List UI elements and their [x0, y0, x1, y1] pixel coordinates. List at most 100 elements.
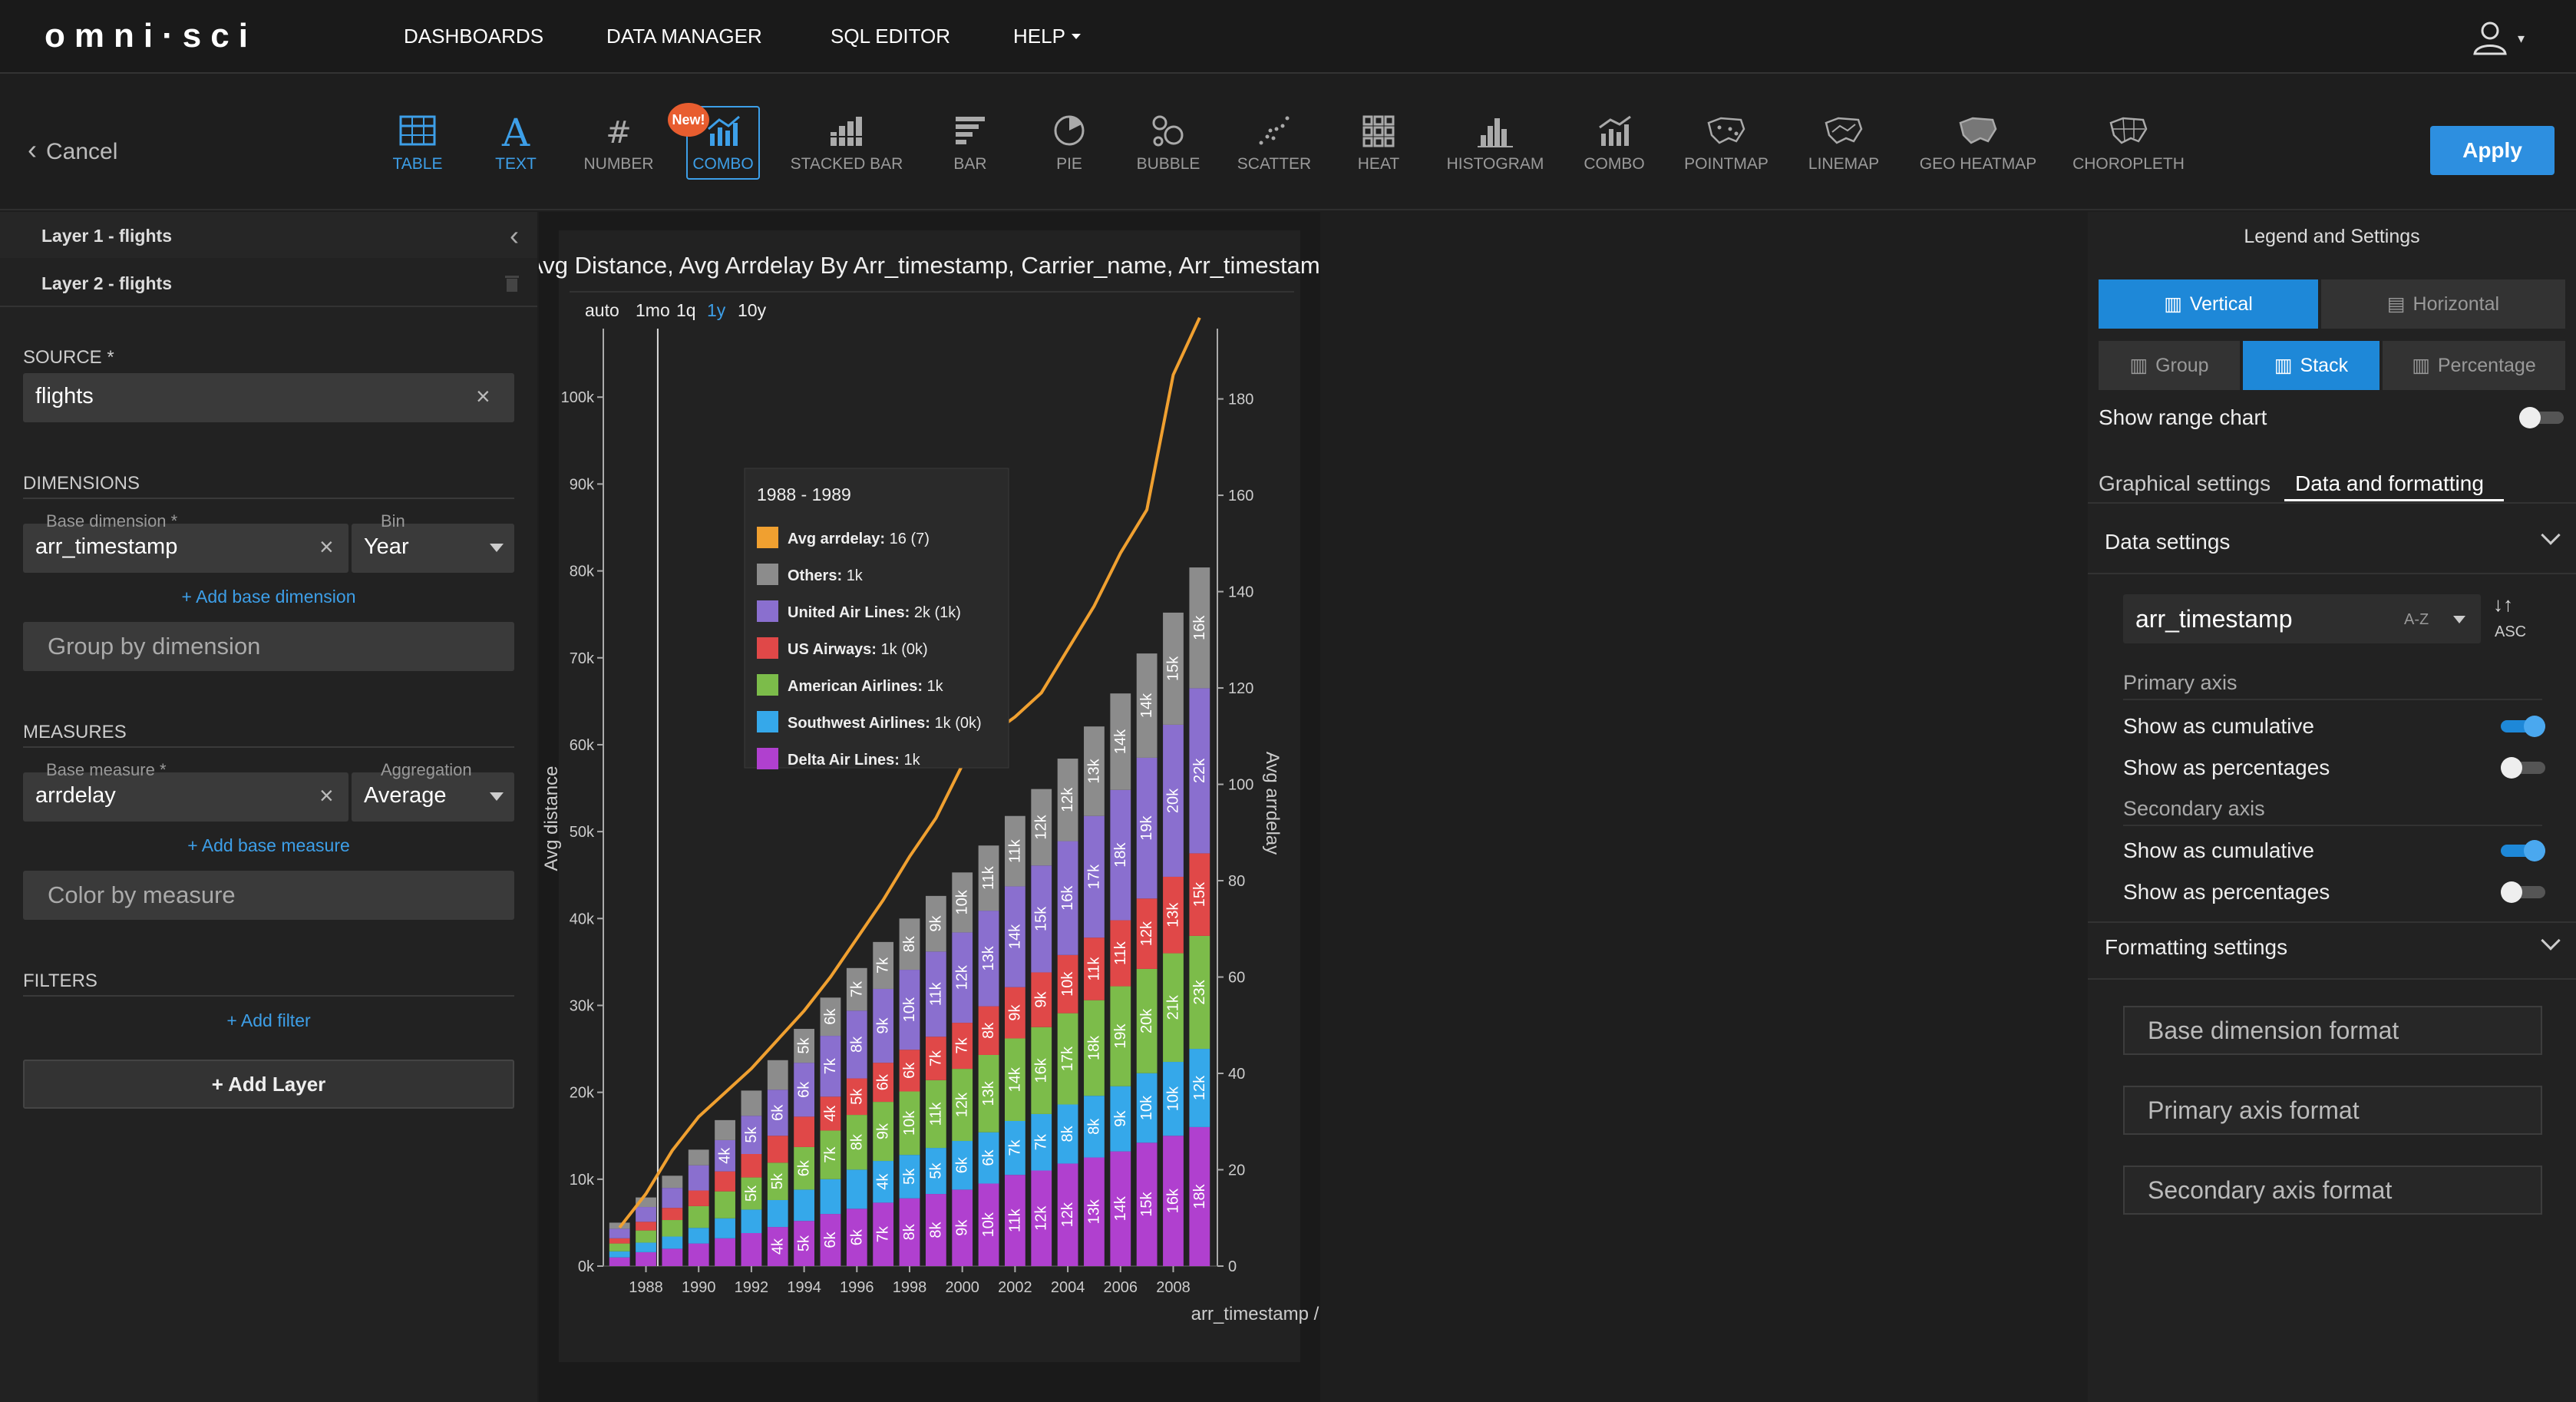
bar-segment[interactable] — [899, 1198, 920, 1266]
bar-segment[interactable] — [715, 1191, 735, 1218]
bar-segment[interactable] — [767, 1136, 788, 1163]
add-filter-link[interactable]: + Add filter — [226, 1010, 311, 1030]
bar-segment[interactable] — [1136, 968, 1158, 1073]
chart-type-table[interactable]: TABLE — [360, 107, 475, 184]
chart-type-linemap[interactable]: LINEMAP — [1786, 107, 1901, 184]
bar-segment[interactable] — [1110, 789, 1131, 921]
bar-segment[interactable] — [952, 1069, 973, 1142]
bar-segment[interactable] — [767, 1162, 788, 1200]
apply-button[interactable]: Apply — [2430, 126, 2555, 175]
bar-segment[interactable] — [1084, 1000, 1105, 1096]
bar-segment[interactable] — [1004, 987, 1025, 1039]
clear-dimension-icon[interactable]: × — [319, 533, 334, 560]
collapse-panel-icon[interactable]: ‹ — [510, 220, 519, 251]
bar-segment[interactable] — [1031, 1027, 1052, 1114]
bar-segment[interactable] — [662, 1220, 683, 1237]
bar-segment[interactable] — [925, 1037, 946, 1080]
percentage-mode-button[interactable]: ▥ Percentage — [2383, 341, 2565, 390]
clear-measure-icon[interactable]: × — [319, 782, 334, 809]
bar-segment[interactable] — [820, 1130, 841, 1179]
bar-segment[interactable] — [873, 988, 894, 1063]
nav-help[interactable]: HELP — [1013, 25, 1065, 48]
bar-segment[interactable] — [688, 1228, 709, 1244]
time-bin-1mo[interactable]: 1mo — [636, 300, 670, 320]
bar-segment[interactable] — [636, 1242, 656, 1252]
bar-segment[interactable] — [741, 1209, 762, 1233]
bar-segment[interactable] — [715, 1171, 735, 1192]
bar-segment[interactable] — [873, 1161, 894, 1203]
bar-segment[interactable] — [1084, 1157, 1105, 1266]
bar-segment[interactable] — [899, 1155, 920, 1199]
bar-segment[interactable] — [1136, 898, 1158, 969]
bar-segment[interactable] — [1110, 986, 1131, 1086]
bar-segment[interactable] — [767, 1060, 788, 1090]
time-bin-1y[interactable]: 1y — [707, 300, 726, 320]
bar-segment[interactable] — [662, 1236, 683, 1249]
data-settings-header[interactable]: Data settings — [2105, 530, 2231, 554]
bar-segment[interactable] — [978, 1132, 999, 1184]
bar-segment[interactable] — [688, 1243, 709, 1266]
base-measure-field[interactable]: Base measure * arrdelay × — [23, 760, 348, 822]
trash-icon[interactable] — [504, 273, 520, 293]
bar-segment[interactable] — [1031, 1113, 1052, 1171]
bar-segment[interactable] — [899, 1050, 920, 1092]
show-range-chart-toggle[interactable] — [2519, 407, 2564, 428]
bar-segment[interactable] — [636, 1252, 656, 1266]
bar-segment[interactable] — [925, 1194, 946, 1266]
bar-segment[interactable] — [609, 1251, 630, 1258]
bar-segment[interactable] — [820, 1179, 841, 1215]
bar-segment[interactable] — [1031, 1170, 1052, 1266]
bar-segment[interactable] — [846, 1169, 867, 1209]
bar-segment[interactable] — [1110, 1151, 1131, 1266]
bar-segment[interactable] — [1031, 865, 1052, 973]
group-mode-button[interactable]: ▥ Group — [2099, 341, 2240, 390]
bar-segment[interactable] — [1057, 841, 1078, 955]
bar-segment[interactable] — [1136, 1142, 1158, 1266]
bar-segment[interactable] — [715, 1218, 735, 1238]
bar-segment[interactable] — [820, 1214, 841, 1266]
bar-segment[interactable] — [767, 1090, 788, 1136]
bar-segment[interactable] — [1136, 653, 1158, 758]
secondary-axis-format-button[interactable]: Secondary axis format — [2123, 1166, 2542, 1215]
bar-segment[interactable] — [1031, 972, 1052, 1027]
chart-type-histogram[interactable]: HISTOGRAM — [1438, 107, 1553, 184]
bar-segment[interactable] — [978, 1183, 999, 1266]
bar-segment[interactable] — [978, 1054, 999, 1133]
bar-segment[interactable] — [794, 1063, 815, 1117]
bar-segment[interactable] — [1189, 567, 1210, 689]
chart-type-bar[interactable]: BAR — [913, 107, 1028, 184]
bar-segment[interactable] — [899, 918, 920, 970]
add-base-dimension-link[interactable]: + Add base dimension — [181, 587, 356, 607]
bar-segment[interactable] — [767, 1199, 788, 1228]
formatting-settings-header[interactable]: Formatting settings — [2105, 935, 2288, 959]
avg-arrdelay-line[interactable] — [618, 316, 1201, 1229]
secondary-percentages-toggle[interactable] — [2501, 881, 2545, 903]
stack-mode-button[interactable]: ▥ Stack — [2243, 341, 2379, 390]
layer-1-label[interactable]: Layer 1 - flights — [41, 226, 172, 246]
bar-segment[interactable] — [609, 1243, 630, 1252]
primary-cumulative-toggle[interactable] — [2501, 716, 2545, 737]
bin-select[interactable]: Bin Year — [352, 511, 514, 573]
bar-segment[interactable] — [1031, 789, 1052, 866]
bar-segment[interactable] — [820, 1096, 841, 1131]
bar-segment[interactable] — [1110, 1086, 1131, 1152]
omnisci-logo[interactable]: omni·sci — [45, 17, 257, 55]
bar-segment[interactable] — [978, 845, 999, 911]
bar-segment[interactable] — [794, 1189, 815, 1222]
bar-segment[interactable] — [1057, 759, 1078, 842]
bar-segment[interactable] — [741, 1090, 762, 1116]
bar-segment[interactable] — [662, 1175, 683, 1189]
bar-segment[interactable] — [1004, 1120, 1025, 1175]
bar-segment[interactable] — [1004, 886, 1025, 987]
bar-segment[interactable] — [1084, 815, 1105, 938]
bar-segment[interactable] — [873, 1102, 894, 1162]
bar-segment[interactable] — [1057, 954, 1078, 1013]
bar-segment[interactable] — [609, 1257, 630, 1266]
bar-segment[interactable] — [873, 1063, 894, 1103]
bar-segment[interactable] — [1110, 920, 1131, 987]
combo-chart[interactable]: Avg Distance, Avg Arrdelay By Arr_timest… — [539, 212, 1320, 1402]
layer-1-row[interactable] — [0, 212, 537, 258]
chart-type-bubble[interactable]: BUBBLE — [1111, 107, 1226, 184]
sort-direction-label[interactable]: ASC — [2495, 623, 2527, 640]
chart-type-heat[interactable]: HEAT — [1321, 107, 1436, 184]
